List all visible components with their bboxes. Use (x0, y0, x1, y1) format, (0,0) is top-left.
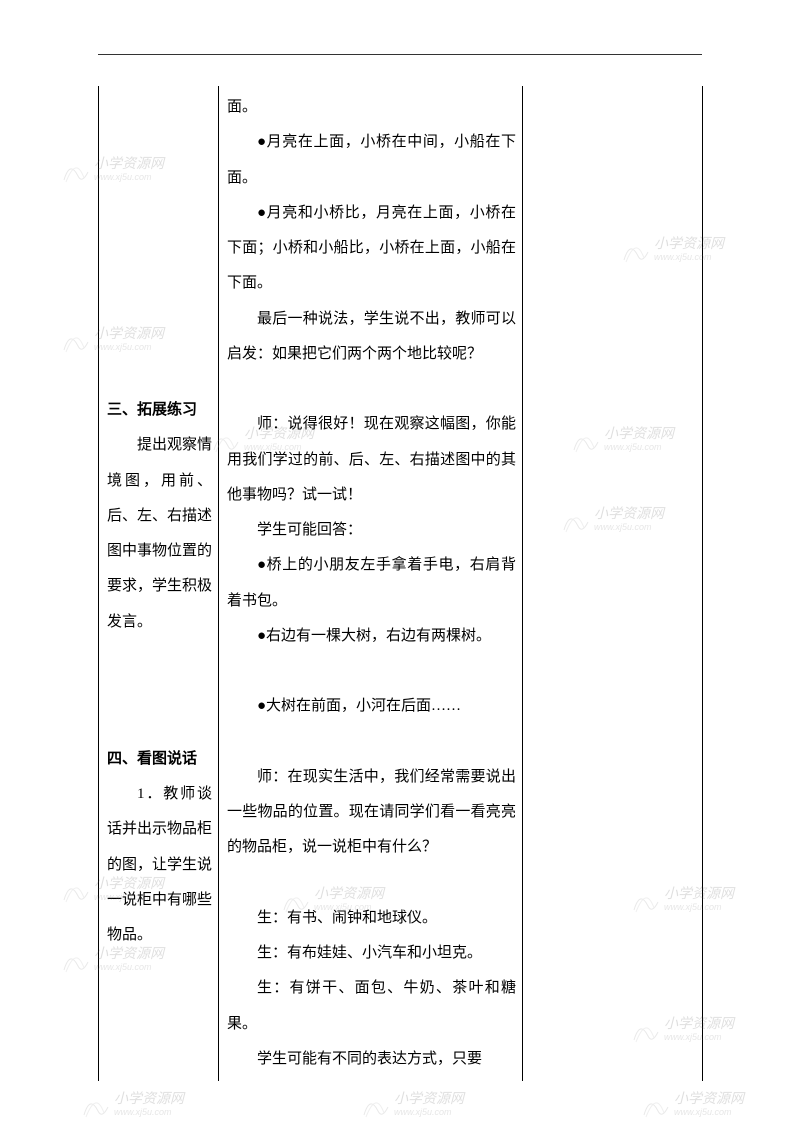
section4-item1: 1．教师谈话并出示物品柜的图，让学生说一说柜中有哪些物品。 (107, 777, 212, 953)
lesson-table: 三、拓展练习 提出观察情境图，用前、后、左、右描述图中事物位置的要求，学生积极发… (98, 86, 703, 1081)
mid-p05 (227, 372, 516, 407)
left-cell: 三、拓展练习 提出观察情境图，用前、后、左、右描述图中事物位置的要求，学生积极发… (99, 86, 218, 957)
mid-p13: 师：在现实生活中，我们经常需要说出一些物品的位置。现在请同学们看一看亮亮的物品柜… (227, 760, 516, 866)
mid-p10 (227, 654, 516, 689)
mid-p06: 师：说得很好！现在观察这幅图，你能用我们学过的前、后、左、右描述图中的其他事物吗… (227, 407, 516, 513)
svg-text:www.xj5u.com: www.xj5u.com (394, 1107, 452, 1117)
top-rule (98, 54, 702, 55)
mid-cell: 面。 ●月亮在上面，小桥在中间，小船在下面。 ●月亮和小桥比，月亮在上面，小桥在… (219, 86, 522, 1081)
mid-p17: 生：有饼干、面包、牛奶、茶叶和糖果。 (227, 971, 516, 1042)
mid-p08: ●桥上的小朋友左手拿着手电，右肩背着书包。 (227, 548, 516, 619)
watermark: 小学资源网www.xj5u.com (80, 1085, 200, 1125)
svg-text:小学资源网: 小学资源网 (394, 1091, 466, 1107)
svg-text:www.xj5u.com: www.xj5u.com (674, 1107, 732, 1117)
watermark: 小学资源网www.xj5u.com (360, 1085, 480, 1125)
right-column (523, 86, 703, 1081)
svg-text:小学资源网: 小学资源网 (114, 1091, 186, 1107)
mid-p01: 面。 (227, 90, 516, 125)
left-column: 三、拓展练习 提出观察情境图，用前、后、左、右描述图中事物位置的要求，学生积极发… (99, 86, 219, 1081)
mid-p16: 生：有布娃娃、小汽车和小坦克。 (227, 936, 516, 971)
watermark: 小学资源网www.xj5u.com (640, 1085, 760, 1125)
right-cell (523, 86, 702, 94)
svg-text:www.xj5u.com: www.xj5u.com (114, 1107, 172, 1117)
mid-p03: ●月亮和小桥比，月亮在上面，小桥在下面；小桥和小船比，小桥在上面，小船在下面。 (227, 196, 516, 302)
mid-p04: 最后一种说法，学生说不出，教师可以启发：如果把它们两个两个地比较呢？ (227, 302, 516, 373)
mid-p15: 生：有书、闹钟和地球仪。 (227, 901, 516, 936)
mid-column: 面。 ●月亮在上面，小桥在中间，小船在下面。 ●月亮和小桥比，月亮在上面，小桥在… (219, 86, 523, 1081)
section4-head: 四、看图说话 (107, 742, 212, 777)
svg-text:小学资源网: 小学资源网 (674, 1091, 746, 1107)
mid-p12 (227, 725, 516, 760)
section3-body: 提出观察情境图，用前、后、左、右描述图中事物位置的要求，学生积极发言。 (107, 428, 212, 640)
mid-p11: ●大树在前面，小河在后面…… (227, 689, 516, 724)
mid-p07: 学生可能回答： (227, 513, 516, 548)
mid-p09: ●右边有一棵大树，右边有两棵树。 (227, 619, 516, 654)
left-lead-gap (107, 90, 212, 393)
mid-p14 (227, 866, 516, 901)
section3-head: 三、拓展练习 (107, 393, 212, 428)
mid-p18: 学生可能有不同的表达方式，只要 (227, 1042, 516, 1077)
left-gap-2 (107, 640, 212, 742)
mid-p02: ●月亮在上面，小桥在中间，小船在下面。 (227, 125, 516, 196)
page: 三、拓展练习 提出观察情境图，用前、后、左、右描述图中事物位置的要求，学生积极发… (0, 0, 800, 1132)
